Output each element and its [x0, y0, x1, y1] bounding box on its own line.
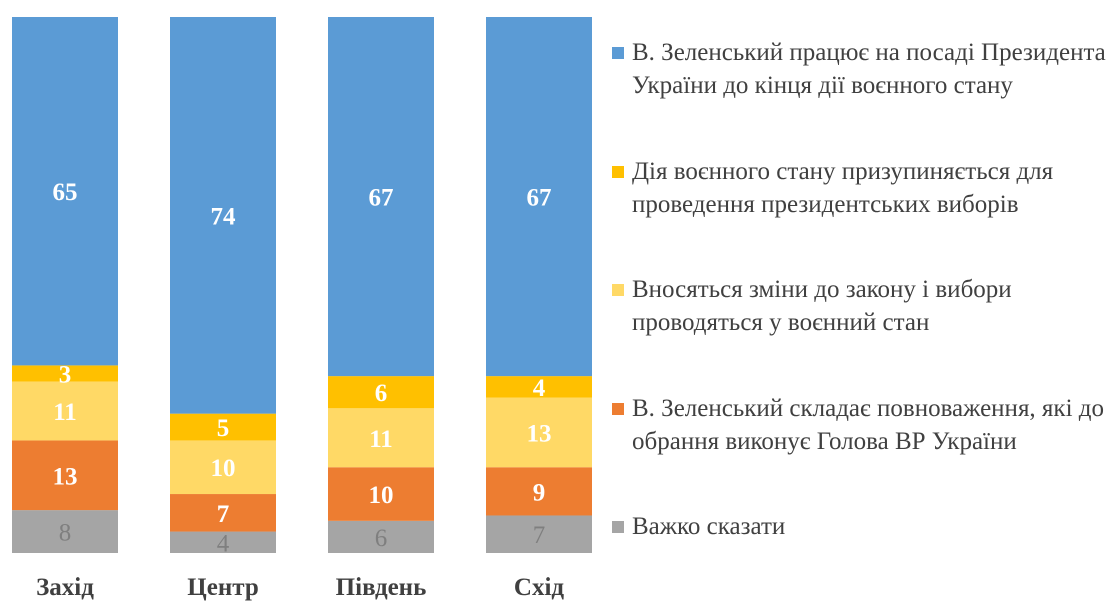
bar-segment-tsentr-resigns [170, 494, 276, 532]
data-label-tsentr-law-changes: 10 [211, 455, 236, 482]
data-label-zakhid-hard-to-say: 8 [59, 520, 72, 547]
data-label-tsentr-president-till-end: 74 [211, 203, 237, 230]
bar-segment-skhid-martial-law-suspended [486, 376, 592, 398]
data-label-zakhid-resigns: 13 [53, 463, 78, 490]
bar-segment-pivden-law-changes [328, 408, 434, 468]
bar-segment-zakhid-president-till-end [12, 17, 118, 366]
legend-label-martial-law-suspended: Дія воєнного стану призупиняється для пр… [632, 158, 1054, 218]
category-label-tsentr: Центр [187, 574, 258, 601]
bar-segment-pivden-hard-to-say [328, 520, 434, 553]
bar-segment-tsentr-law-changes [170, 440, 276, 495]
data-label-skhid-martial-law-suspended: 4 [533, 375, 546, 402]
bar-segment-tsentr-president-till-end [170, 17, 276, 414]
legend-swatch-martial-law-suspended [612, 166, 624, 178]
bar-segment-pivden-president-till-end [328, 17, 434, 377]
legend-swatch-hard-to-say [612, 521, 624, 533]
data-label-tsentr-martial-law-suspended: 5 [217, 415, 230, 442]
bar-segment-tsentr-martial-law-suspended [170, 413, 276, 441]
data-label-pivden-law-changes: 11 [369, 426, 393, 453]
bar-segment-zakhid-hard-to-say [12, 510, 118, 553]
bar-segment-zakhid-martial-law-suspended [12, 365, 118, 382]
data-label-skhid-hard-to-say: 7 [533, 522, 546, 549]
legend-swatch-resigns [612, 403, 624, 415]
bar-segment-skhid-president-till-end [486, 17, 592, 377]
bar-segment-zakhid-resigns [12, 440, 118, 511]
data-label-pivden-hard-to-say: 6 [375, 525, 388, 552]
category-label-skhid: Схід [514, 574, 565, 601]
data-label-zakhid-law-changes: 11 [53, 399, 77, 426]
legend-label-president-till-end: В. Зеленський працює на посаді Президент… [632, 39, 1106, 99]
category-label-pivden: Південь [336, 574, 427, 601]
data-label-pivden-martial-law-suspended: 6 [375, 380, 388, 407]
data-label-skhid-resigns: 9 [533, 479, 546, 506]
data-label-skhid-president-till-end: 67 [527, 185, 552, 212]
data-label-pivden-president-till-end: 67 [369, 185, 394, 212]
data-label-tsentr-resigns: 7 [217, 501, 230, 528]
stacked-bar-chart: 81311365Захід4710574Центр61011667Південь… [12, 17, 592, 601]
data-label-zakhid-president-till-end: 65 [53, 179, 78, 206]
category-label-zakhid: Захід [36, 574, 94, 601]
data-label-tsentr-hard-to-say: 4 [217, 530, 230, 557]
bar-segment-zakhid-law-changes [12, 381, 118, 441]
bar-segment-skhid-law-changes [486, 397, 592, 468]
legend-label-law-changes: Вносяться зміни до закону і вибори прово… [632, 276, 1012, 336]
legend-label-resigns: В. Зеленський складає повноваження, які … [632, 395, 1104, 455]
data-label-pivden-resigns: 10 [369, 482, 394, 509]
data-label-skhid-law-changes: 13 [527, 420, 552, 447]
legend-label-hard-to-say: Важко сказати [632, 513, 786, 540]
bar-segment-pivden-martial-law-suspended [328, 376, 434, 409]
data-label-zakhid-martial-law-suspended: 3 [59, 361, 72, 388]
bar-segment-skhid-hard-to-say [486, 515, 592, 553]
legend-swatch-law-changes [612, 284, 624, 296]
bar-segment-skhid-resigns [486, 467, 592, 516]
bar-segment-tsentr-hard-to-say [170, 531, 276, 553]
bar-segment-pivden-resigns [328, 467, 434, 521]
legend-swatch-president-till-end [612, 47, 624, 59]
